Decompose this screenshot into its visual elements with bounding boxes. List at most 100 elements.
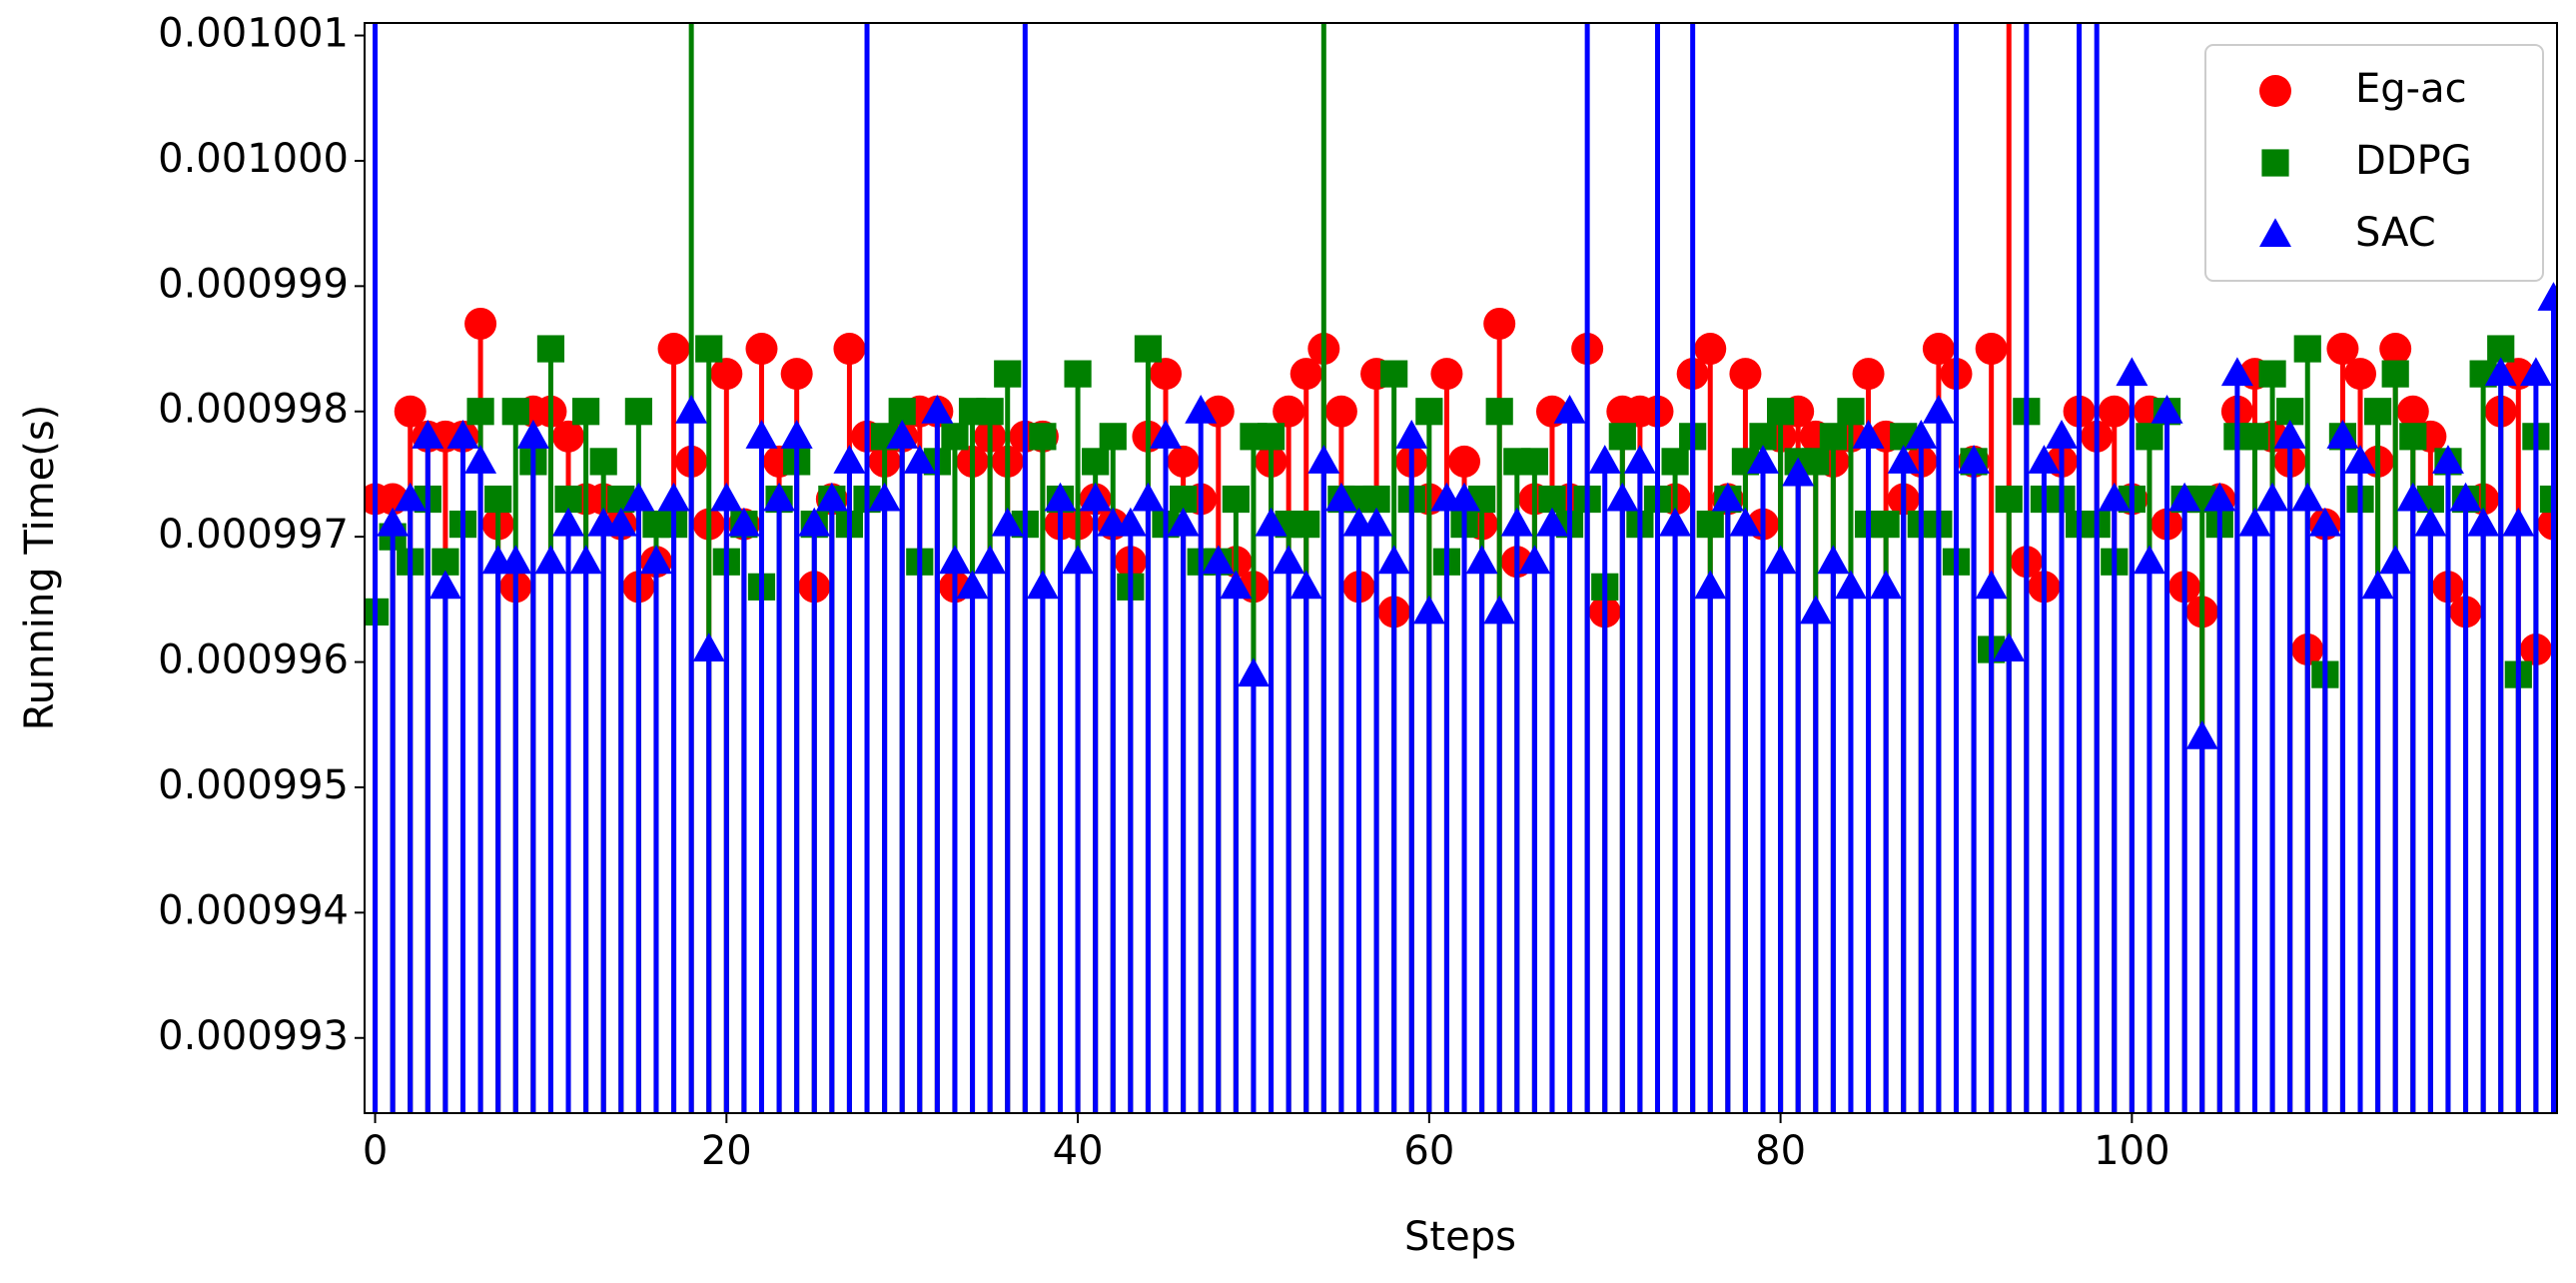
marker bbox=[569, 545, 602, 575]
marker bbox=[1694, 570, 1727, 600]
marker bbox=[1834, 570, 1867, 600]
marker bbox=[1922, 333, 1955, 366]
marker bbox=[2240, 423, 2269, 451]
marker bbox=[2344, 358, 2377, 391]
marker bbox=[1661, 448, 1689, 476]
marker bbox=[1220, 570, 1253, 600]
marker bbox=[941, 423, 969, 451]
marker bbox=[2537, 282, 2557, 311]
marker bbox=[1132, 482, 1165, 512]
marker bbox=[2028, 445, 2061, 474]
marker bbox=[1535, 507, 1568, 537]
marker bbox=[499, 545, 532, 575]
marker bbox=[2364, 398, 2392, 426]
marker bbox=[1887, 445, 1920, 474]
marker bbox=[2185, 719, 2218, 749]
marker bbox=[1608, 423, 1636, 451]
x-axis-label: Steps bbox=[1404, 1214, 1516, 1260]
marker bbox=[833, 333, 866, 366]
marker bbox=[1764, 545, 1797, 575]
x-tick-label: 20 bbox=[701, 1128, 752, 1174]
marker bbox=[2203, 482, 2236, 512]
marker bbox=[994, 360, 1022, 388]
y-tick-label: 0.000999 bbox=[158, 261, 349, 307]
marker bbox=[1064, 360, 1092, 388]
marker bbox=[1782, 457, 1815, 487]
marker bbox=[657, 482, 690, 512]
marker bbox=[991, 507, 1024, 537]
y-tick-label: 0.000998 bbox=[158, 387, 349, 433]
marker bbox=[1099, 423, 1127, 451]
marker bbox=[534, 545, 567, 575]
marker bbox=[1292, 511, 1320, 539]
marker bbox=[2098, 482, 2131, 512]
marker bbox=[1202, 545, 1235, 575]
marker bbox=[1518, 545, 1551, 575]
legend-label: Eg-ac bbox=[2355, 66, 2467, 112]
marker bbox=[429, 570, 461, 600]
marker bbox=[1767, 398, 1795, 426]
marker bbox=[2293, 335, 2321, 363]
marker bbox=[2136, 423, 2163, 451]
marker bbox=[1448, 445, 1481, 478]
marker bbox=[1588, 445, 1621, 474]
axes-frame bbox=[364, 22, 2558, 1114]
marker bbox=[377, 507, 410, 537]
marker bbox=[2238, 507, 2271, 537]
marker bbox=[1167, 445, 1200, 478]
marker bbox=[1167, 507, 1200, 537]
x-tick-label: 40 bbox=[1053, 1128, 1104, 1174]
marker bbox=[921, 394, 954, 424]
marker bbox=[624, 398, 652, 426]
marker bbox=[1079, 482, 1112, 512]
marker bbox=[2261, 149, 2289, 177]
marker bbox=[2326, 420, 2359, 449]
marker bbox=[1993, 633, 2026, 662]
marker bbox=[938, 545, 971, 575]
marker bbox=[2168, 482, 2201, 512]
marker bbox=[675, 394, 708, 424]
marker bbox=[745, 420, 778, 449]
y-tick-label: 0.001000 bbox=[158, 136, 349, 182]
marker bbox=[2467, 507, 2500, 537]
marker bbox=[2098, 395, 2131, 428]
legend-label: SAC bbox=[2355, 210, 2436, 256]
marker bbox=[2258, 360, 2286, 388]
y-tick-label: 0.000995 bbox=[158, 762, 349, 808]
marker bbox=[1029, 423, 1057, 451]
marker bbox=[552, 420, 585, 453]
marker bbox=[903, 445, 936, 474]
marker bbox=[2414, 507, 2447, 537]
marker bbox=[2396, 395, 2429, 428]
marker bbox=[1448, 482, 1481, 512]
marker bbox=[1237, 657, 1270, 687]
marker bbox=[1922, 394, 1955, 424]
marker bbox=[2291, 482, 2324, 512]
marker bbox=[622, 482, 655, 512]
marker bbox=[798, 507, 831, 537]
marker bbox=[2344, 445, 2377, 474]
marker bbox=[1995, 485, 2023, 514]
marker bbox=[695, 335, 723, 363]
marker bbox=[2273, 420, 2306, 449]
marker bbox=[1395, 420, 1428, 449]
marker bbox=[745, 333, 778, 366]
marker bbox=[466, 398, 494, 426]
marker bbox=[501, 398, 529, 426]
marker bbox=[1958, 445, 1991, 474]
marker bbox=[1483, 307, 1516, 340]
marker bbox=[1134, 335, 1163, 363]
x-tick-label: 80 bbox=[1755, 1128, 1806, 1174]
marker bbox=[2381, 360, 2409, 388]
marker bbox=[868, 482, 901, 512]
marker bbox=[2379, 545, 2412, 575]
marker bbox=[2116, 357, 2148, 387]
marker bbox=[692, 633, 725, 662]
marker bbox=[657, 333, 690, 366]
marker bbox=[394, 482, 427, 512]
marker bbox=[1415, 398, 1443, 426]
y-tick-label: 0.000997 bbox=[158, 512, 349, 558]
marker bbox=[1711, 482, 1744, 512]
marker bbox=[780, 420, 813, 449]
